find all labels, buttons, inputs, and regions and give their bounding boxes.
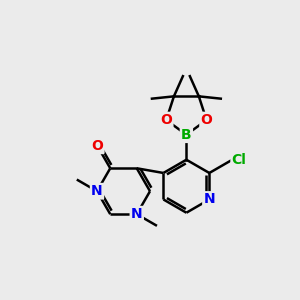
Text: N: N bbox=[91, 184, 103, 198]
Text: O: O bbox=[201, 113, 212, 127]
Text: B: B bbox=[181, 128, 192, 142]
Text: O: O bbox=[160, 113, 172, 127]
Text: N: N bbox=[203, 193, 215, 206]
Text: O: O bbox=[92, 139, 103, 153]
Text: N: N bbox=[131, 207, 142, 221]
Text: Cl: Cl bbox=[232, 153, 247, 167]
